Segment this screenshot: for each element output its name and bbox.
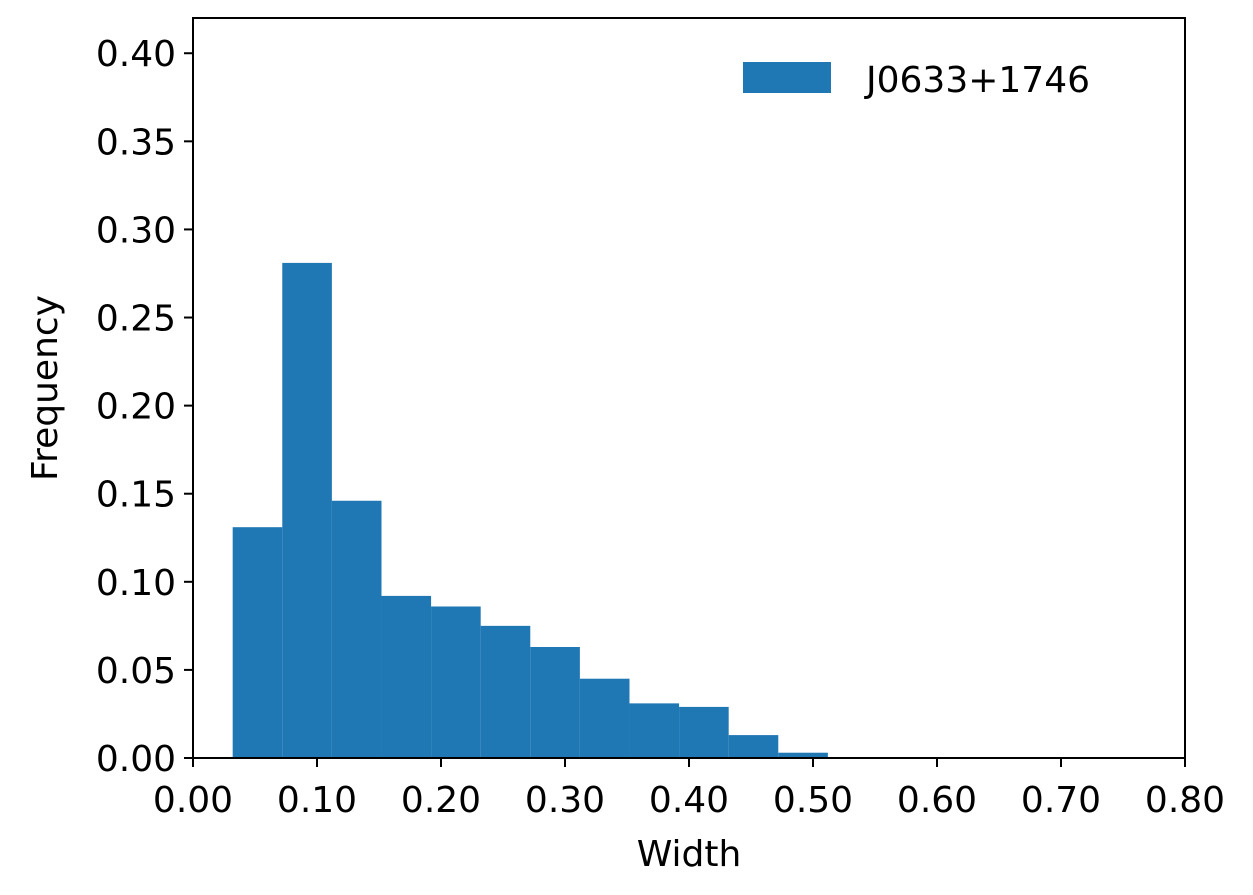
x-tick-label: 0.40 xyxy=(649,780,729,821)
y-tick-label: 0.10 xyxy=(96,563,176,604)
histogram-bar xyxy=(232,527,283,758)
legend: J0633+1746 xyxy=(743,60,1090,101)
y-tick-label: 0.35 xyxy=(96,122,176,163)
x-axis-label: Width xyxy=(637,834,742,875)
x-tick-label: 0.30 xyxy=(525,780,605,821)
x-axis-ticks: 0.00 0.10 0.20 0.30 0.40 0.50 0.60 0.70 0.80 xyxy=(153,758,1225,821)
histogram-bar xyxy=(381,595,432,758)
y-tick-label: 0.05 xyxy=(96,651,176,692)
y-tick-label: 0.30 xyxy=(96,210,176,251)
x-tick-label: 0.60 xyxy=(897,780,977,821)
x-tick-label: 0.70 xyxy=(1021,780,1101,821)
y-tick-label: 0.25 xyxy=(96,299,176,340)
histogram-bar xyxy=(331,500,382,758)
x-tick-label: 0.10 xyxy=(277,780,357,821)
histogram-bar xyxy=(282,262,332,758)
y-tick-label: 0.00 xyxy=(96,739,176,780)
histogram-bar xyxy=(679,706,729,758)
y-tick-label: 0.15 xyxy=(96,475,176,516)
histogram-bars xyxy=(232,262,828,758)
y-axis-label: Frequency xyxy=(25,295,66,481)
histogram-bar xyxy=(778,752,828,758)
histogram-bar xyxy=(480,625,531,758)
x-tick-label: 0.50 xyxy=(773,780,853,821)
y-tick-label: 0.20 xyxy=(96,387,176,428)
y-axis-ticks: 0.00 0.05 0.10 0.15 0.20 0.25 0.30 0.35 0.40 xyxy=(96,34,193,780)
histogram-bar xyxy=(728,735,779,758)
x-tick-label: 0.20 xyxy=(401,780,481,821)
legend-swatch xyxy=(743,62,831,93)
x-tick-label: 0.00 xyxy=(153,780,233,821)
x-tick-label: 0.80 xyxy=(1145,780,1225,821)
y-tick-label: 0.40 xyxy=(96,34,176,75)
histogram-bar xyxy=(579,678,630,758)
legend-label: J0633+1746 xyxy=(864,60,1090,101)
histogram-bar xyxy=(530,647,580,758)
histogram-bar xyxy=(431,606,481,758)
histogram-bar xyxy=(629,703,680,758)
